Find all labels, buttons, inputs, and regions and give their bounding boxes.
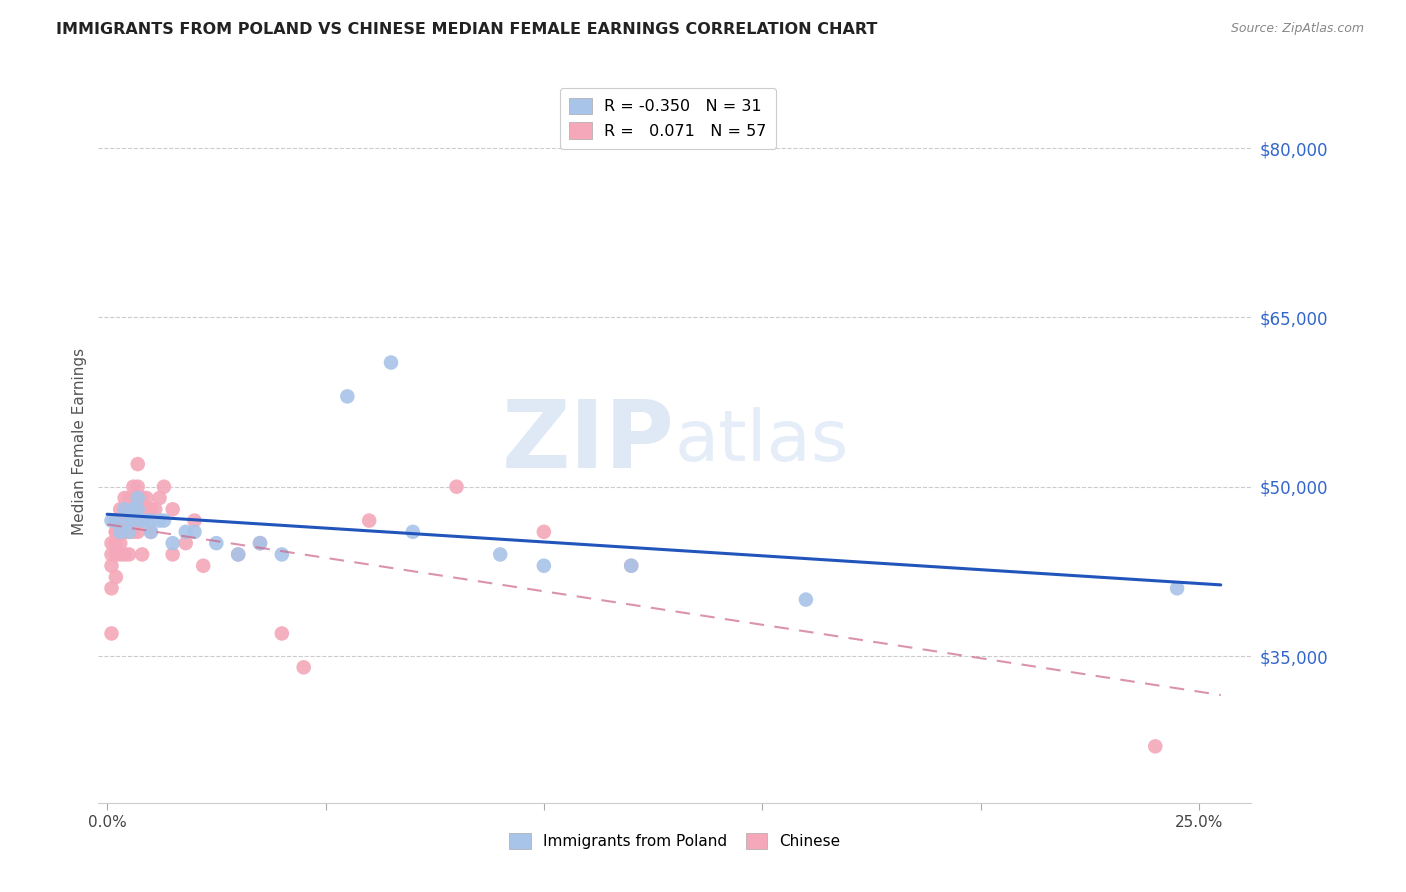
Point (114, 548, 136, 562)
Text: Source: ZipAtlas.com: Source: ZipAtlas.com (1230, 22, 1364, 36)
Point (100, 582, 122, 596)
Point (127, 502, 149, 516)
Point (183, 514, 205, 528)
Text: atlas: atlas (675, 407, 849, 476)
Point (127, 524, 149, 539)
Point (122, 502, 145, 516)
Point (127, 491, 149, 505)
Point (148, 491, 170, 505)
Point (118, 548, 141, 562)
Point (1144, 739, 1167, 754)
Point (139, 524, 162, 539)
Point (153, 480, 176, 494)
Point (104, 536, 127, 550)
Point (100, 536, 122, 550)
Point (110, 548, 132, 562)
Point (131, 514, 153, 528)
Point (135, 514, 157, 528)
Point (118, 491, 141, 505)
Point (533, 524, 555, 539)
Point (226, 548, 249, 562)
Point (114, 524, 136, 539)
Point (122, 502, 145, 516)
Point (110, 502, 132, 516)
Point (380, 355, 402, 369)
Point (139, 502, 162, 516)
Point (131, 514, 153, 528)
Point (131, 502, 153, 516)
Point (118, 514, 141, 528)
Point (143, 502, 166, 516)
Point (359, 514, 381, 528)
Point (162, 548, 184, 562)
Text: IMMIGRANTS FROM POLAND VS CHINESE MEDIAN FEMALE EARNINGS CORRELATION CHART: IMMIGRANTS FROM POLAND VS CHINESE MEDIAN… (56, 22, 877, 37)
Point (110, 524, 132, 539)
Point (114, 491, 136, 505)
Point (794, 592, 817, 607)
Point (183, 524, 205, 539)
Point (131, 491, 153, 505)
Point (174, 536, 197, 550)
Point (139, 524, 162, 539)
Point (100, 558, 122, 573)
Point (292, 660, 315, 674)
Point (153, 514, 176, 528)
Point (249, 536, 271, 550)
Point (620, 558, 643, 573)
Point (148, 514, 170, 528)
Point (118, 502, 141, 516)
Point (174, 524, 197, 539)
Point (162, 502, 184, 516)
Point (110, 514, 132, 528)
Point (118, 524, 141, 539)
Point (446, 480, 468, 494)
Point (135, 491, 157, 505)
Point (104, 514, 127, 528)
Point (114, 502, 136, 516)
Point (118, 524, 141, 539)
Point (127, 480, 149, 494)
Text: ZIP: ZIP (502, 395, 675, 488)
Point (114, 502, 136, 516)
Point (127, 457, 149, 471)
Point (110, 536, 132, 550)
Point (104, 514, 127, 528)
Point (100, 626, 122, 640)
Point (1166, 582, 1188, 596)
Legend: Immigrants from Poland, Chinese: Immigrants from Poland, Chinese (509, 833, 841, 849)
Point (193, 558, 215, 573)
Point (100, 548, 122, 562)
Point (100, 514, 122, 528)
Point (104, 548, 127, 562)
Point (114, 514, 136, 528)
Point (122, 480, 145, 494)
Point (620, 558, 643, 573)
Point (226, 548, 249, 562)
Point (336, 389, 359, 403)
Point (162, 536, 184, 550)
Point (104, 570, 127, 584)
Point (118, 514, 141, 528)
Point (104, 524, 127, 539)
Point (270, 548, 292, 562)
Point (249, 536, 271, 550)
Point (402, 524, 425, 539)
Point (270, 626, 292, 640)
Point (131, 548, 153, 562)
Point (205, 536, 228, 550)
Point (110, 524, 132, 539)
Point (104, 524, 127, 539)
Y-axis label: Median Female Earnings: Median Female Earnings (72, 348, 87, 535)
Point (122, 524, 145, 539)
Point (122, 514, 145, 528)
Point (533, 558, 555, 573)
Point (139, 514, 162, 528)
Point (122, 491, 145, 505)
Point (489, 548, 512, 562)
